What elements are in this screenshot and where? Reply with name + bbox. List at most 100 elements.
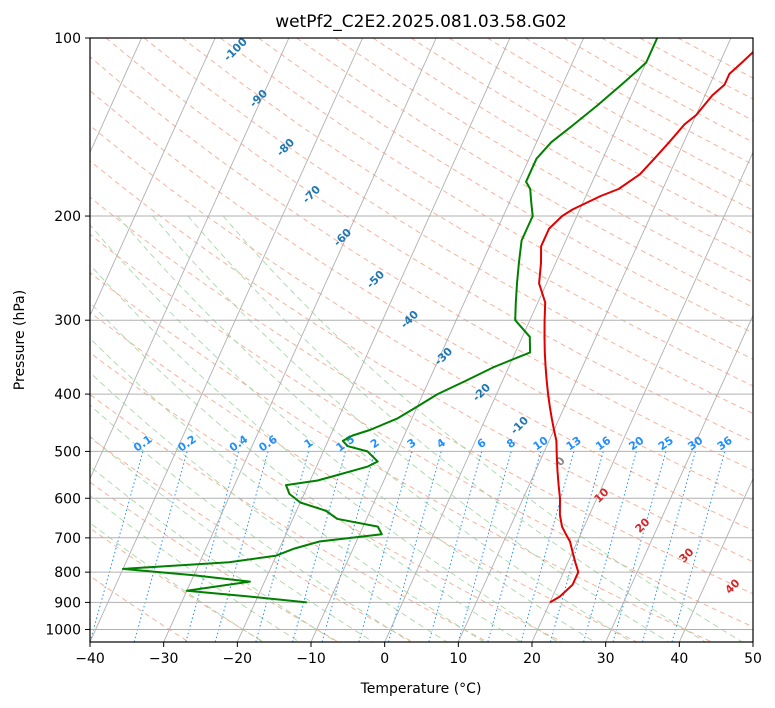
dry-adiabat-line <box>90 393 488 642</box>
dry-adiabat-line <box>90 90 753 501</box>
y-tick-label: 700 <box>54 531 81 547</box>
dry-adiabat-line <box>372 38 753 259</box>
x-tick-label: 20 <box>523 651 541 667</box>
x-axis-label: Temperature (°C) <box>360 681 482 697</box>
mixing-ratio-label: 25 <box>656 434 676 453</box>
dry-adiabat-line <box>90 196 753 595</box>
mixing-ratio-line <box>583 451 637 642</box>
mixing-ratio-label: 20 <box>626 434 646 454</box>
mixing-ratio-line <box>358 451 413 642</box>
isotherm-line <box>90 38 216 317</box>
dry-adiabat-line <box>90 575 190 642</box>
y-tick-label: 200 <box>54 209 81 225</box>
dry-adiabat-label: -70 <box>300 183 323 206</box>
mixing-ratio-line <box>428 451 483 642</box>
y-tick-label: 600 <box>54 491 81 507</box>
dry-adiabat-label: -40 <box>398 308 421 331</box>
x-tick-label: −20 <box>223 651 253 667</box>
mixing-ratio-label: 36 <box>715 434 735 454</box>
mixing-ratio-line <box>642 451 696 642</box>
mixing-ratio-label: 10 <box>531 434 551 454</box>
dry-adiabat-line <box>90 527 264 642</box>
dry-adiabat-line <box>90 124 753 532</box>
dry-adiabat-line <box>525 38 753 166</box>
moist-adiabat-line <box>90 465 337 642</box>
dry-adiabat-line <box>90 311 638 642</box>
dry-adiabat-line <box>487 38 753 188</box>
moist-adiabat-label: 30 <box>677 545 697 565</box>
moist-adiabat-line <box>152 215 669 642</box>
mixing-ratio-label: 13 <box>564 434 584 453</box>
dry-adiabat-line <box>90 272 712 642</box>
dry-adiabat-line <box>563 38 753 143</box>
isotherm-line <box>90 38 364 642</box>
mixing-ratio-line <box>612 451 667 642</box>
dry-adiabat-line <box>448 38 753 211</box>
y-axis-label: Pressure (hPa) <box>12 290 28 390</box>
y-tick-label: 500 <box>54 444 81 460</box>
dry-adiabat-line <box>105 38 753 443</box>
x-tick-label: 50 <box>744 651 762 667</box>
mixing-ratio-line <box>214 451 269 642</box>
isotherm-line <box>0 38 68 642</box>
isotherm-line <box>457 38 732 642</box>
dry-adiabat-line <box>90 436 414 642</box>
moist-adiabat-label: 0 <box>553 454 568 469</box>
dry-adiabat-line <box>90 56 753 472</box>
y-tick-label: 400 <box>54 387 81 403</box>
dry-adiabat-line <box>334 38 753 283</box>
x-tick-label: 10 <box>449 651 467 667</box>
dry-adiabat-line <box>639 38 753 100</box>
dry-adiabat-line <box>258 38 753 334</box>
mixing-ratio-line <box>549 451 604 642</box>
mixing-ratio-label: 2 <box>368 436 382 451</box>
mixing-ratio-label: 30 <box>685 434 705 454</box>
mixing-ratio-label: 6 <box>475 436 489 451</box>
y-tick-label: 900 <box>54 595 81 611</box>
mixing-ratio-line <box>321 451 376 642</box>
dewpoint-profile-line <box>122 38 659 604</box>
isotherm-line <box>236 38 511 642</box>
isotherm-line <box>531 151 753 642</box>
isotherm-line <box>90 38 290 480</box>
y-tick-label: 300 <box>54 313 81 329</box>
dry-adiabat-label: -50 <box>364 268 387 291</box>
dry-adiabat-label: -100 <box>221 35 250 64</box>
mixing-ratio-line <box>457 451 512 642</box>
mixing-ratio-label: 3 <box>405 436 419 451</box>
chart-title: wetPf2_C2E2.2025.081.03.58.G02 <box>275 12 567 32</box>
temperature-profile-line <box>538 50 753 604</box>
mixing-ratio-line <box>255 451 310 642</box>
plot-frame <box>89 37 754 643</box>
isotherm-line <box>384 38 658 642</box>
dry-adiabat-label: -60 <box>331 226 354 249</box>
x-tick-label: 30 <box>597 651 615 667</box>
dry-adiabat-line <box>90 160 753 563</box>
dry-adiabat-line <box>181 38 753 387</box>
dry-adiabat-line <box>296 38 753 308</box>
dry-adiabat-line <box>90 352 563 642</box>
mixing-ratio-label: 1 <box>302 436 316 451</box>
dry-adiabat-line <box>90 481 339 642</box>
dry-adiabat-label: -80 <box>274 136 297 159</box>
dry-adiabat-label: -20 <box>470 381 493 404</box>
mixing-ratio-line <box>292 451 346 642</box>
dry-adiabat-line <box>143 38 753 415</box>
moist-adiabat-label: 20 <box>633 515 653 535</box>
mixing-ratio-line <box>671 451 726 642</box>
dry-adiabat-line <box>90 233 753 628</box>
x-tick-label: −10 <box>296 651 326 667</box>
y-tick-label: 800 <box>54 565 81 581</box>
mixing-ratio-label: 4 <box>434 436 448 451</box>
mixing-ratio-line <box>520 451 575 642</box>
y-tick-label: 100 <box>54 31 81 47</box>
isotherm-line <box>310 38 585 642</box>
moist-adiabat-label: 40 <box>723 576 743 596</box>
x-tick-label: 0 <box>380 651 389 667</box>
mixing-ratio-line <box>90 451 144 642</box>
isotherm-line <box>678 477 753 642</box>
isotherm-line <box>90 38 143 154</box>
x-tick-label: 40 <box>670 651 688 667</box>
x-tick-label: −30 <box>149 651 179 667</box>
